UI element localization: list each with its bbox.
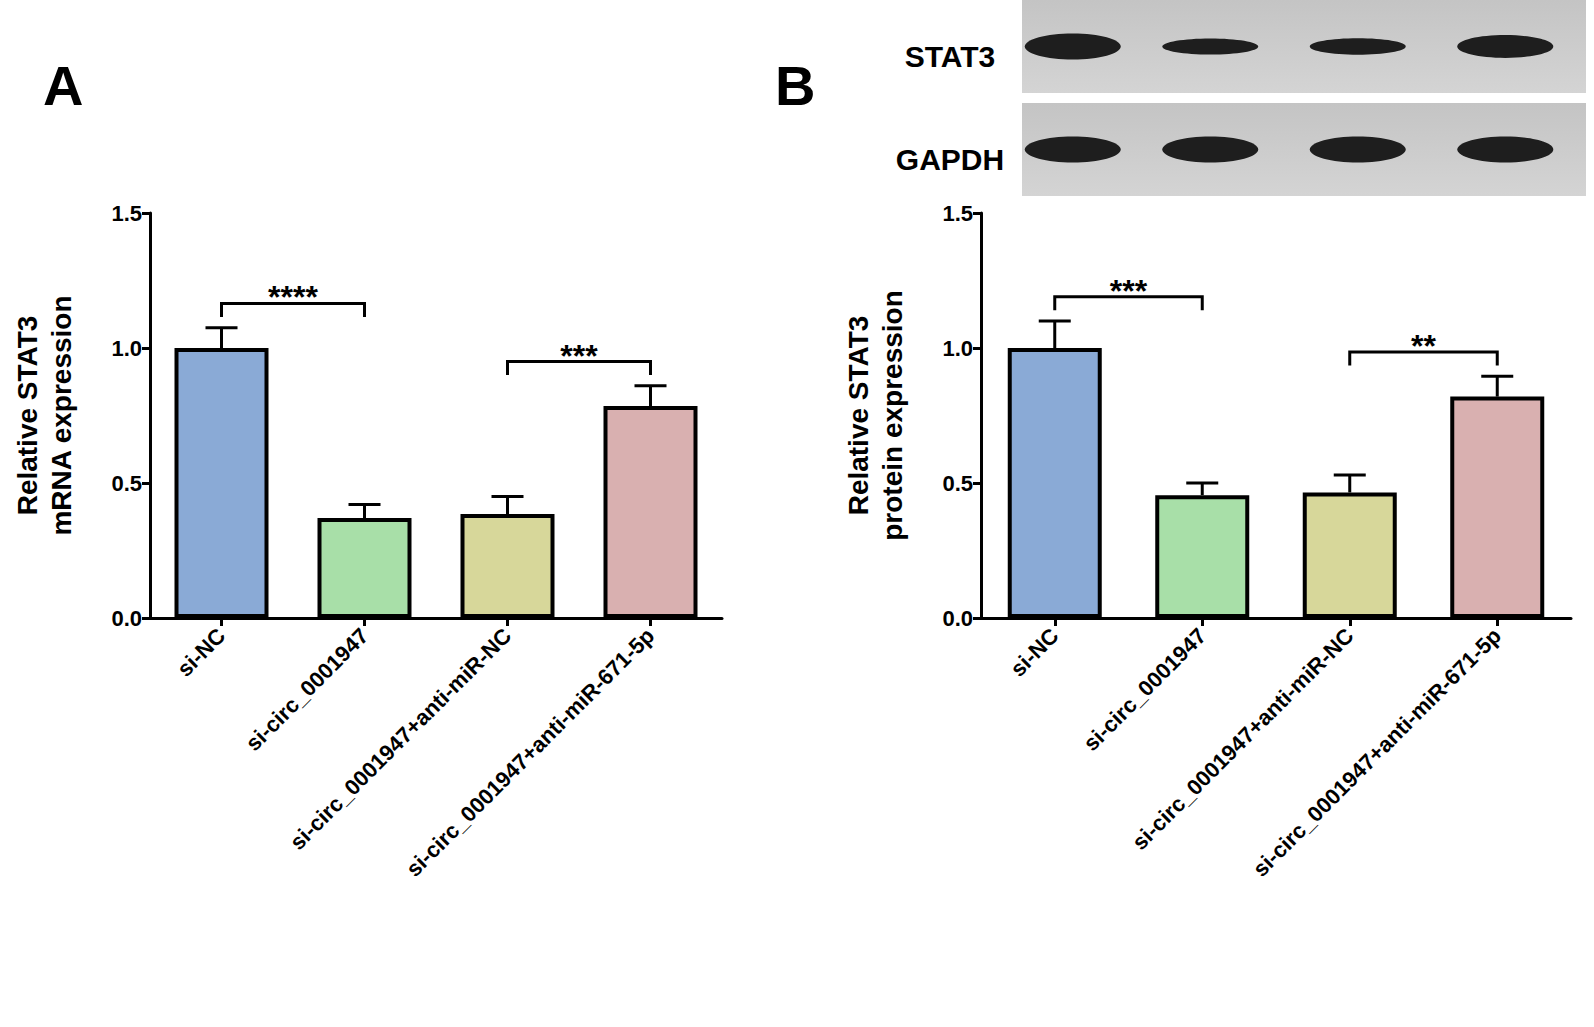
svg-text:mRNA expression: mRNA expression [46, 295, 77, 535]
svg-text:1.5: 1.5 [111, 201, 142, 226]
svg-text:1.0: 1.0 [111, 336, 142, 361]
svg-text:**: ** [1411, 328, 1436, 364]
svg-text:****: **** [268, 279, 318, 315]
svg-text:si-circ_0001947+anti-miR-671-5: si-circ_0001947+anti-miR-671-5p [1248, 623, 1506, 881]
svg-text:si-circ_0001947+anti-miR-671-5: si-circ_0001947+anti-miR-671-5p [401, 623, 659, 881]
svg-text:B: B [775, 54, 815, 117]
svg-text:0.5: 0.5 [942, 471, 973, 496]
svg-text:si-circ_0001947: si-circ_0001947 [241, 623, 374, 756]
svg-text:Relative STAT3: Relative STAT3 [12, 316, 43, 516]
svg-text:Relative STAT3: Relative STAT3 [843, 316, 874, 516]
svg-text:1.0: 1.0 [942, 336, 973, 361]
svg-text:0.5: 0.5 [111, 471, 142, 496]
svg-text:1.5: 1.5 [942, 201, 973, 226]
svg-text:si-NC: si-NC [1005, 623, 1063, 681]
svg-text:si-NC: si-NC [172, 623, 230, 681]
svg-text:***: *** [560, 338, 598, 374]
svg-text:0.0: 0.0 [111, 606, 142, 631]
svg-text:protein expression: protein expression [877, 290, 908, 541]
svg-text:si-circ_0001947: si-circ_0001947 [1078, 623, 1211, 756]
svg-text:0.0: 0.0 [942, 606, 973, 631]
svg-text:STAT3: STAT3 [905, 40, 996, 73]
svg-text:A: A [43, 54, 83, 117]
svg-text:si-circ_0001947+anti-miR-NC: si-circ_0001947+anti-miR-NC [1127, 623, 1359, 855]
svg-text:***: *** [1110, 273, 1148, 309]
svg-text:GAPDH: GAPDH [896, 143, 1004, 176]
svg-text:si-circ_0001947+anti-miR-NC: si-circ_0001947+anti-miR-NC [285, 623, 517, 855]
